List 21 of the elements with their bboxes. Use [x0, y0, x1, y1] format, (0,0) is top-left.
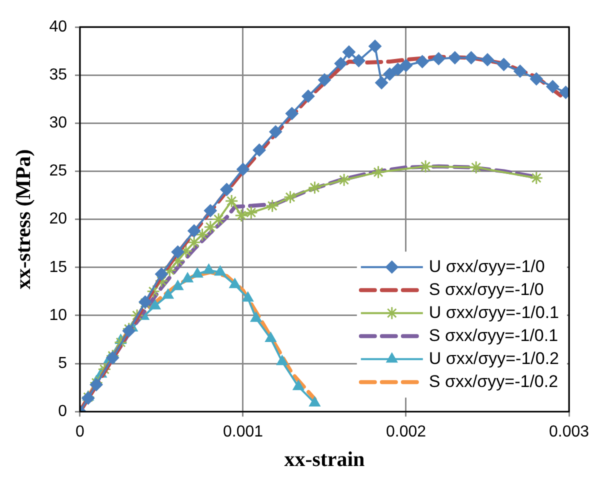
y-tick-label: 20	[49, 210, 68, 228]
y-tick-label: 15	[49, 258, 68, 276]
legend-label: U σxx/σyy=-1/0.2	[428, 348, 560, 368]
y-tick-label: 10	[49, 306, 68, 324]
x-tick-label: 0.002	[386, 424, 426, 441]
x-tick-label: 0.001	[222, 424, 264, 441]
legend-label: U σxx/σyy=-1/0.1	[428, 302, 560, 322]
legend-label: S σxx/σyy=-1/0.1	[428, 326, 558, 345]
y-tick-label: 0	[58, 403, 68, 420]
y-tick-label: 25	[49, 162, 68, 180]
y-tick-label: 40	[49, 18, 68, 36]
legend-label: U σxx/σyy=-1/0	[428, 256, 545, 276]
legend-label: S σxx/σyy=-1/0.2	[428, 372, 558, 391]
legend-label: S σxx/σyy=-1/0	[428, 280, 544, 299]
x-tick-label: 0.003	[548, 424, 590, 441]
x-axis-title: xx-strain	[284, 446, 366, 471]
y-tick-label: 30	[49, 114, 68, 132]
y-tick-label: 5	[58, 354, 68, 372]
y-tick-label: 35	[49, 66, 68, 84]
x-tick-label: 0	[76, 424, 85, 441]
y-axis-title: xx-stress (MPa)	[11, 149, 36, 290]
